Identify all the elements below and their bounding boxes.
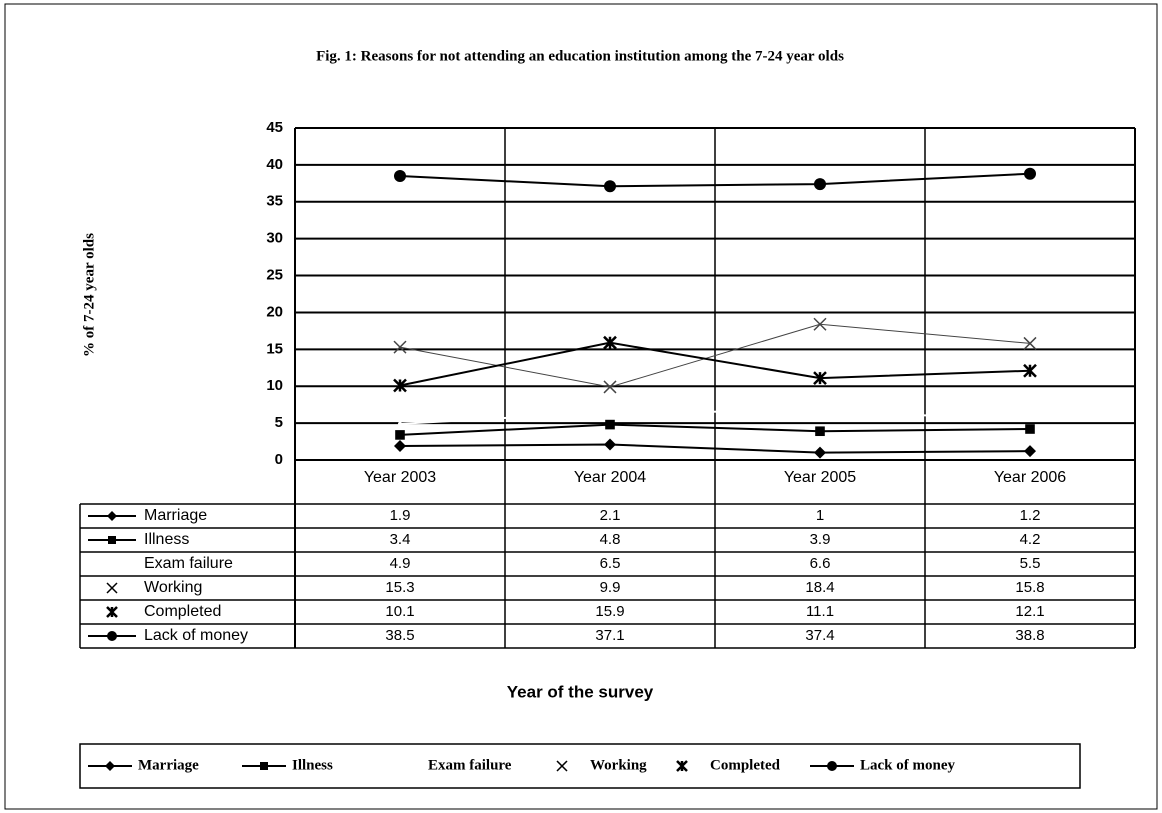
legend-label: Completed bbox=[710, 757, 781, 773]
legend-marker bbox=[107, 631, 117, 641]
legend-label: Illness bbox=[292, 757, 333, 773]
marker bbox=[398, 421, 402, 426]
series-line bbox=[399, 410, 1031, 425]
legend-marker bbox=[105, 761, 115, 771]
table-value: 3.4 bbox=[390, 531, 411, 548]
table-value: 4.2 bbox=[1020, 531, 1041, 548]
chart-title: Fig. 1: Reasons for not attending an edu… bbox=[316, 48, 844, 64]
table-value: 10.1 bbox=[385, 603, 414, 620]
marker bbox=[395, 430, 405, 440]
frame bbox=[4, 3, 1158, 810]
table-value: 37.1 bbox=[595, 627, 624, 644]
x-tick-label: Year 2004 bbox=[574, 469, 646, 486]
table-value: 9.9 bbox=[600, 579, 621, 596]
row-label: Exam failure bbox=[144, 555, 233, 572]
row-label: Completed bbox=[144, 603, 221, 620]
legend-label: Lack of money bbox=[860, 757, 955, 773]
x-axis-label: Year of the survey bbox=[507, 682, 654, 701]
marker bbox=[1025, 424, 1035, 434]
marker bbox=[393, 378, 407, 393]
legend-marker bbox=[676, 760, 688, 772]
marker bbox=[814, 446, 826, 459]
y-tick-label: 20 bbox=[266, 303, 283, 320]
table-value: 38.8 bbox=[1015, 627, 1044, 644]
row-label: Marriage bbox=[144, 507, 207, 524]
legend-marker bbox=[106, 582, 118, 594]
marker bbox=[604, 180, 616, 193]
legend-marker bbox=[106, 606, 118, 618]
series-line bbox=[399, 443, 1031, 454]
table-value: 1 bbox=[816, 507, 824, 524]
table-value: 12.1 bbox=[1015, 603, 1044, 620]
marker bbox=[1028, 417, 1032, 422]
legend-box bbox=[79, 743, 1081, 789]
marker bbox=[605, 419, 615, 430]
table-value: 4.9 bbox=[390, 555, 411, 572]
x-tick-label: Year 2006 bbox=[994, 469, 1066, 486]
table-value: 15.9 bbox=[595, 603, 624, 620]
series-line bbox=[399, 423, 1031, 436]
marker bbox=[604, 438, 616, 451]
y-tick-label: 10 bbox=[266, 377, 283, 394]
table-value: 5.5 bbox=[1020, 555, 1041, 572]
marker bbox=[813, 371, 827, 385]
marker bbox=[394, 439, 406, 452]
marker bbox=[603, 335, 617, 350]
y-tick-label: 45 bbox=[266, 119, 283, 136]
y-tick-label: 5 bbox=[275, 414, 283, 431]
table-value: 2.1 bbox=[600, 507, 621, 524]
table-value: 3.9 bbox=[810, 531, 831, 548]
table-value: 6.5 bbox=[600, 555, 621, 572]
legend-label: Marriage bbox=[138, 757, 199, 773]
marker bbox=[1024, 445, 1036, 458]
y-tick-label: 15 bbox=[266, 340, 283, 357]
series-line bbox=[399, 341, 1031, 387]
x-tick-label: Year 2005 bbox=[784, 469, 856, 486]
legend-marker bbox=[260, 762, 268, 770]
y-axis-label: % of 7-24 year olds bbox=[81, 233, 97, 357]
y-tick-label: 35 bbox=[266, 193, 283, 210]
marker bbox=[608, 410, 612, 415]
y-tick-label: 0 bbox=[275, 451, 283, 468]
table-value: 15.8 bbox=[1015, 579, 1044, 596]
y-tick-label: 25 bbox=[266, 267, 283, 284]
series-line bbox=[399, 172, 1031, 188]
table-value: 6.6 bbox=[810, 555, 831, 572]
legend-label: Exam failure bbox=[428, 757, 512, 773]
marker bbox=[1023, 336, 1037, 350]
marker bbox=[603, 380, 617, 394]
marker bbox=[813, 317, 827, 331]
table-value: 18.4 bbox=[805, 579, 834, 596]
x-tick-label: Year 2003 bbox=[364, 469, 436, 486]
legend-label: Working bbox=[590, 757, 647, 773]
legend-marker bbox=[108, 536, 116, 544]
marker bbox=[815, 426, 825, 437]
marker bbox=[1024, 167, 1036, 180]
table-value: 38.5 bbox=[385, 627, 414, 644]
table-value: 15.3 bbox=[385, 579, 414, 596]
marker bbox=[814, 178, 826, 191]
table-value: 1.9 bbox=[390, 507, 411, 524]
table-value: 4.8 bbox=[600, 531, 621, 548]
row-label: Working bbox=[144, 579, 202, 596]
row-label: Illness bbox=[144, 531, 189, 548]
legend-marker bbox=[107, 511, 117, 521]
y-tick-label: 30 bbox=[266, 230, 283, 247]
marker bbox=[818, 409, 822, 414]
marker bbox=[393, 340, 407, 354]
series-line bbox=[399, 323, 1031, 388]
table-value: 37.4 bbox=[805, 627, 834, 644]
row-label: Lack of money bbox=[144, 627, 248, 644]
legend-marker bbox=[556, 760, 568, 772]
marker bbox=[1023, 363, 1037, 378]
table-value: 1.2 bbox=[1020, 507, 1041, 524]
legend-marker bbox=[827, 761, 837, 771]
marker bbox=[394, 169, 406, 182]
table-value: 11.1 bbox=[806, 603, 834, 620]
y-tick-label: 40 bbox=[266, 156, 283, 173]
